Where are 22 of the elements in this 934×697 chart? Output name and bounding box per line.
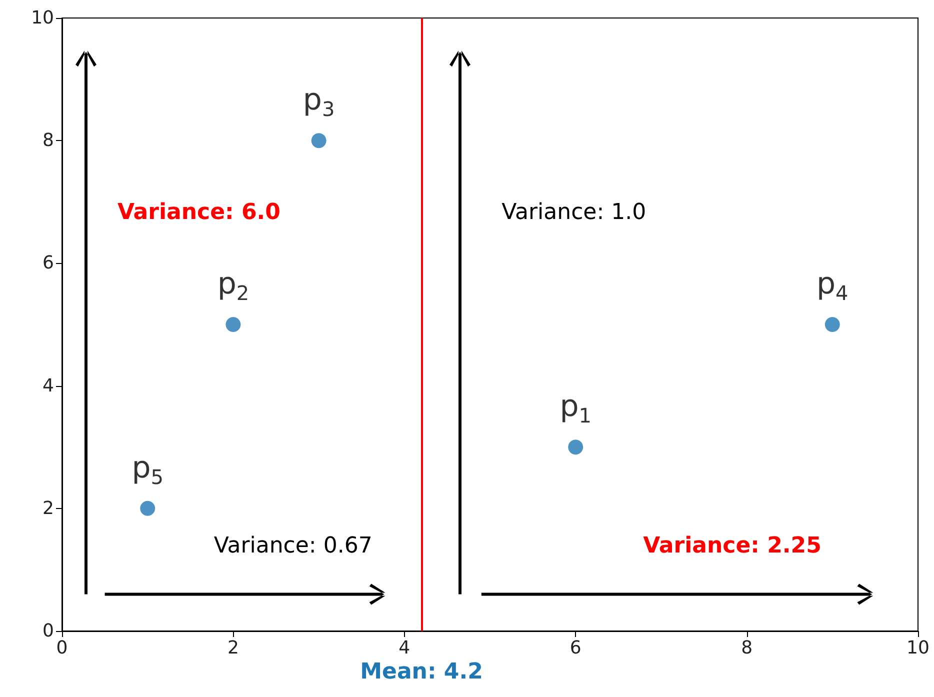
ref-line-label: Mean: 4.2 [360,660,483,684]
point [568,440,584,455]
x-tick-label: 8 [741,638,753,658]
x-tick-label: 2 [227,638,239,658]
y-tick-label: 10 [31,8,54,28]
y-tick-label: 8 [42,130,54,152]
point [140,500,156,516]
x-tick-label: 0 [56,638,68,658]
y-tick-label: 6 [42,252,54,274]
point [226,317,241,332]
y-tick-label: 4 [42,375,54,396]
y-tick-label: 0 [42,620,54,642]
annotation: Variance: 2.25 [643,533,822,558]
annotation: Variance: 1.0 [502,200,646,225]
y-tick-label: 2 [42,498,54,519]
point [824,317,840,332]
annotation: Variance: 6.0 [117,200,280,225]
annotation: Variance: 0.67 [214,533,372,558]
x-tick-label: 4 [398,638,410,658]
x-tick-label: 10 [906,638,930,658]
x-tick-label: 6 [570,638,582,658]
point [311,133,326,148]
